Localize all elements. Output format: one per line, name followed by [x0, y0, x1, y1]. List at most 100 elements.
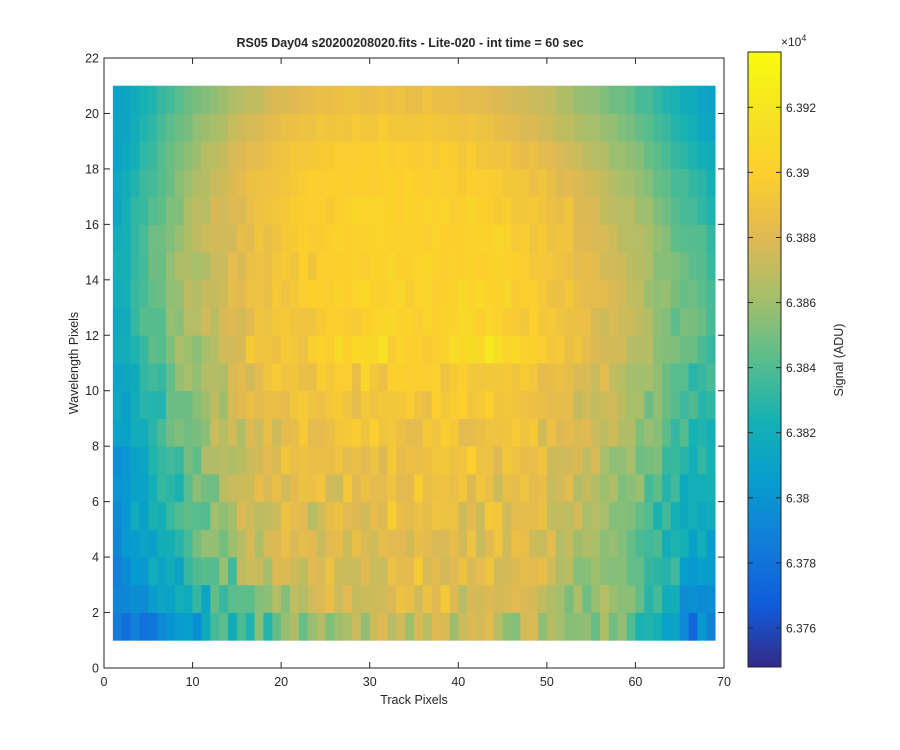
- heatmap-cell: [130, 473, 140, 503]
- heatmap-cell: [369, 501, 379, 530]
- heatmap-cell: [529, 557, 539, 586]
- heatmap-cell: [476, 363, 486, 392]
- heatmap-cell: [263, 85, 273, 114]
- heatmap-cell: [396, 307, 406, 336]
- heatmap-cell: [546, 252, 557, 281]
- heatmap-cell: [325, 168, 335, 198]
- heatmap-cell: [538, 612, 548, 641]
- heatmap-cell: [387, 224, 397, 253]
- heatmap-cell: [414, 335, 424, 364]
- heatmap-cell: [396, 501, 406, 530]
- heatmap-cell: [157, 584, 167, 613]
- heatmap-cell: [369, 224, 379, 253]
- plot-frame: [103, 57, 725, 669]
- heatmap-cell: [157, 113, 167, 142]
- heatmap-cell: [316, 446, 326, 475]
- heatmap-cell: [396, 335, 406, 364]
- heatmap-cells: [112, 85, 716, 641]
- heatmap-cell: [236, 584, 247, 613]
- heatmap-cell: [396, 168, 406, 198]
- heatmap-cell: [555, 85, 565, 114]
- heatmap-cell: [467, 307, 477, 336]
- heatmap-cell: [298, 446, 309, 475]
- heatmap-cell: [316, 168, 326, 198]
- heatmap-cell: [130, 390, 140, 419]
- heatmap-cell: [414, 307, 424, 336]
- heatmap-cell: [635, 196, 645, 225]
- x-tick-label: 60: [628, 675, 642, 689]
- heatmap-cell: [298, 529, 309, 558]
- heatmap-cell: [493, 252, 503, 281]
- heatmap-cell: [316, 141, 326, 170]
- heatmap-cell: [130, 252, 140, 281]
- heatmap-cell: [157, 196, 167, 225]
- heatmap-cell: [635, 307, 645, 336]
- heatmap-cell: [502, 168, 512, 198]
- heatmap-cell: [484, 612, 495, 641]
- heatmap-cell: [148, 473, 158, 503]
- heatmap-cell: [555, 584, 565, 613]
- heatmap-cell: [112, 473, 123, 503]
- heatmap-cell: [608, 363, 619, 392]
- heatmap-cell: [183, 473, 193, 503]
- heatmap-cell: [157, 335, 167, 364]
- heatmap-cell: [626, 584, 636, 613]
- heatmap-cell: [236, 141, 247, 170]
- heatmap-cell: [422, 85, 433, 114]
- heatmap-cell: [529, 446, 539, 475]
- heatmap-cell: [600, 168, 610, 198]
- heatmap-cell: [608, 418, 619, 447]
- heatmap-cell: [263, 446, 273, 475]
- heatmap-cell: [662, 612, 672, 641]
- heatmap-cell: [290, 584, 300, 613]
- heatmap-cell: [600, 446, 610, 475]
- heatmap-cell: [679, 196, 689, 225]
- heatmap-cell: [546, 335, 557, 364]
- heatmap-cell: [608, 113, 619, 142]
- heatmap-cell: [360, 279, 371, 308]
- heatmap-cell: [245, 612, 255, 641]
- heatmap-cell: [166, 584, 176, 613]
- heatmap-cell: [697, 612, 707, 641]
- heatmap-cell: [263, 529, 273, 558]
- heatmap-cell: [290, 252, 300, 281]
- heatmap-cell: [272, 390, 282, 419]
- heatmap-cell: [219, 335, 229, 364]
- heatmap-cell: [157, 279, 167, 308]
- heatmap-cell: [219, 390, 229, 419]
- heatmap-cell: [121, 557, 131, 586]
- heatmap-cell: [396, 446, 406, 475]
- heatmap-cell: [670, 252, 681, 281]
- heatmap-cell: [360, 141, 371, 170]
- heatmap-cell: [139, 279, 149, 308]
- heatmap-cell: [387, 252, 397, 281]
- heatmap-cell: [210, 584, 220, 613]
- heatmap-cell: [139, 584, 149, 613]
- heatmap-cell: [352, 446, 362, 475]
- heatmap-cell: [591, 113, 601, 142]
- heatmap-cell: [440, 557, 450, 586]
- heatmap-cell: [139, 224, 149, 253]
- heatmap-cell: [378, 85, 388, 114]
- heatmap-cell: [653, 557, 663, 586]
- heatmap-cell: [431, 85, 441, 114]
- heatmap-cell: [546, 168, 557, 198]
- heatmap-cell: [325, 557, 335, 586]
- heatmap-cell: [591, 85, 601, 114]
- heatmap-cell: [493, 335, 503, 364]
- heatmap-cell: [582, 557, 592, 586]
- heatmap-cell: [396, 557, 406, 586]
- heatmap-cell: [440, 390, 450, 419]
- heatmap-cell: [316, 363, 326, 392]
- heatmap-cell: [591, 501, 601, 530]
- heatmap-cell: [369, 418, 379, 447]
- heatmap-cell: [653, 141, 663, 170]
- heatmap-cell: [493, 224, 503, 253]
- heatmap-cell: [476, 141, 486, 170]
- heatmap-cell: [378, 141, 388, 170]
- heatmap-cell: [555, 279, 565, 308]
- heatmap-cell: [369, 390, 379, 419]
- heatmap-cell: [343, 501, 353, 530]
- heatmap-cell: [422, 307, 433, 336]
- heatmap-cell: [148, 390, 158, 419]
